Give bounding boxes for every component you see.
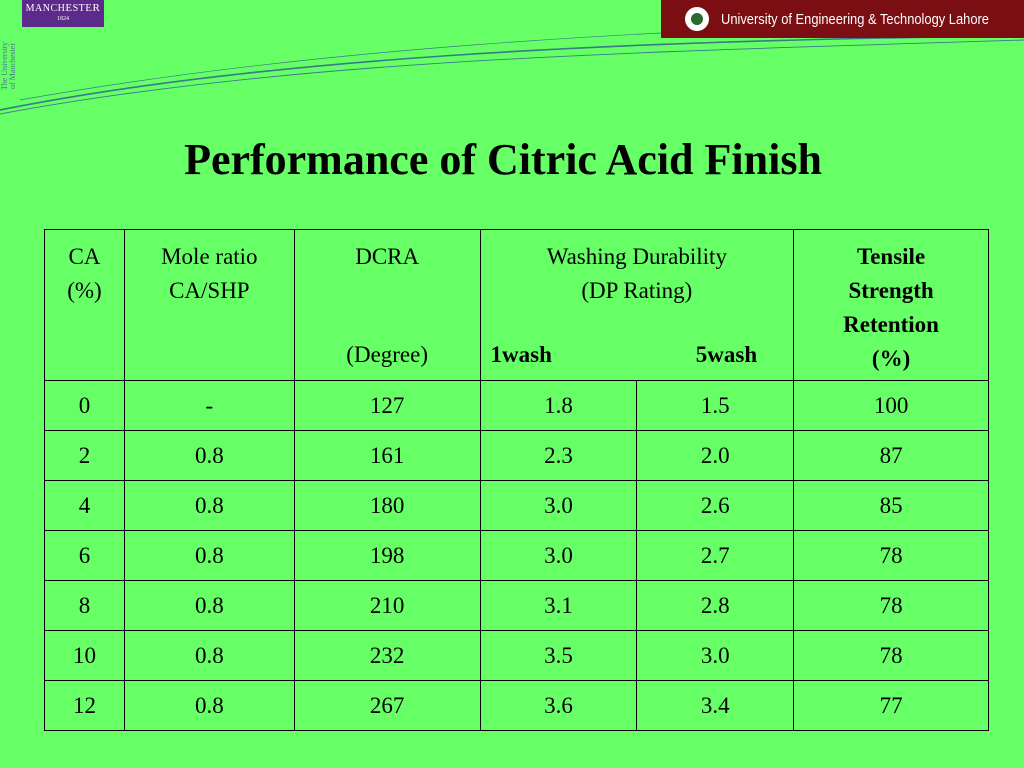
manchester-logo: MANCHESTER 1824: [22, 0, 104, 27]
cell-ca: 8: [44, 580, 125, 631]
header-1wash: 1wash: [490, 342, 552, 367]
cell-mole: 0.8: [123, 630, 295, 681]
slide-title: Performance of Citric Acid Finish: [184, 135, 822, 184]
header-tensile-strength: Tensile Strength Retention (%): [793, 229, 989, 381]
uet-banner-text: University of Engineering & Technology L…: [721, 10, 989, 28]
header-5wash: 5wash: [695, 342, 758, 367]
cell-tensile: 100: [793, 380, 989, 431]
cell-ca: 12: [44, 680, 125, 731]
cell-tensile: 85: [793, 480, 989, 531]
cell-ca: 6: [44, 530, 125, 581]
cell-mole: 0.8: [123, 480, 295, 531]
cell-ca: 10: [44, 630, 125, 681]
cell-wash1: 3.5: [479, 630, 638, 681]
manchester-name: MANCHESTER: [25, 2, 101, 14]
table-row: 2 0.8 161 2.3 2.0 87: [44, 430, 989, 481]
cell-mole: 0.8: [123, 530, 295, 581]
table-row: 8 0.8 210 3.1 2.8 78: [44, 580, 989, 631]
cell-tensile: 78: [793, 580, 989, 631]
cell-dcra: 127: [293, 380, 481, 431]
cell-mole: 0.8: [123, 580, 295, 631]
table-row: 4 0.8 180 3.0 2.6 85: [44, 480, 989, 531]
cell-wash1: 3.0: [479, 530, 638, 581]
cell-ca: 4: [44, 480, 125, 531]
header-ca: CA (%): [44, 229, 125, 381]
cell-mole: 0.8: [123, 680, 295, 731]
cell-dcra: 267: [293, 680, 481, 731]
cell-dcra: 232: [293, 630, 481, 681]
table-header-row: CA (%) Mole ratio CA/SHP DCRA (Degree) W…: [44, 229, 989, 381]
cell-ca: 2: [44, 430, 125, 481]
uet-banner: University of Engineering & Technology L…: [661, 0, 1024, 38]
cell-wash5: 2.8: [636, 580, 795, 631]
cell-wash1: 1.8: [479, 380, 638, 431]
university-side-text: The University of Manchester: [0, 41, 17, 91]
citric-acid-table: CA (%) Mole ratio CA/SHP DCRA (Degree) W…: [44, 229, 989, 731]
cell-wash1: 3.1: [479, 580, 638, 631]
cell-tensile: 87: [793, 430, 989, 481]
cell-wash5: 3.4: [636, 680, 795, 731]
uet-crest-icon: [685, 7, 709, 31]
cell-wash5: 1.5: [636, 380, 795, 431]
cell-mole: -: [123, 380, 295, 431]
table-row: 12 0.8 267 3.6 3.4 77: [44, 680, 989, 731]
cell-wash5: 2.0: [636, 430, 795, 481]
cell-dcra: 198: [293, 530, 481, 581]
table-row: 10 0.8 232 3.5 3.0 78: [44, 630, 989, 681]
cell-wash5: 3.0: [636, 630, 795, 681]
header-mole-ratio: Mole ratio CA/SHP: [123, 229, 295, 381]
cell-dcra: 180: [293, 480, 481, 531]
cell-wash1: 3.0: [479, 480, 638, 531]
header-washing-durability: Washing Durability (DP Rating) 1wash 5wa…: [479, 229, 795, 381]
cell-wash1: 2.3: [479, 430, 638, 481]
cell-tensile: 78: [793, 530, 989, 581]
cell-mole: 0.8: [123, 430, 295, 481]
cell-wash5: 2.7: [636, 530, 795, 581]
cell-wash1: 3.6: [479, 680, 638, 731]
table-row: 0 - 127 1.8 1.5 100: [44, 380, 989, 431]
cell-dcra: 161: [293, 430, 481, 481]
table-row: 6 0.8 198 3.0 2.7 78: [44, 530, 989, 581]
manchester-year: 1824: [57, 16, 69, 22]
cell-dcra: 210: [293, 580, 481, 631]
cell-tensile: 78: [793, 630, 989, 681]
cell-tensile: 77: [793, 680, 989, 731]
cell-ca: 0: [44, 380, 125, 431]
header-dcra: DCRA (Degree): [293, 229, 481, 381]
cell-wash5: 2.6: [636, 480, 795, 531]
